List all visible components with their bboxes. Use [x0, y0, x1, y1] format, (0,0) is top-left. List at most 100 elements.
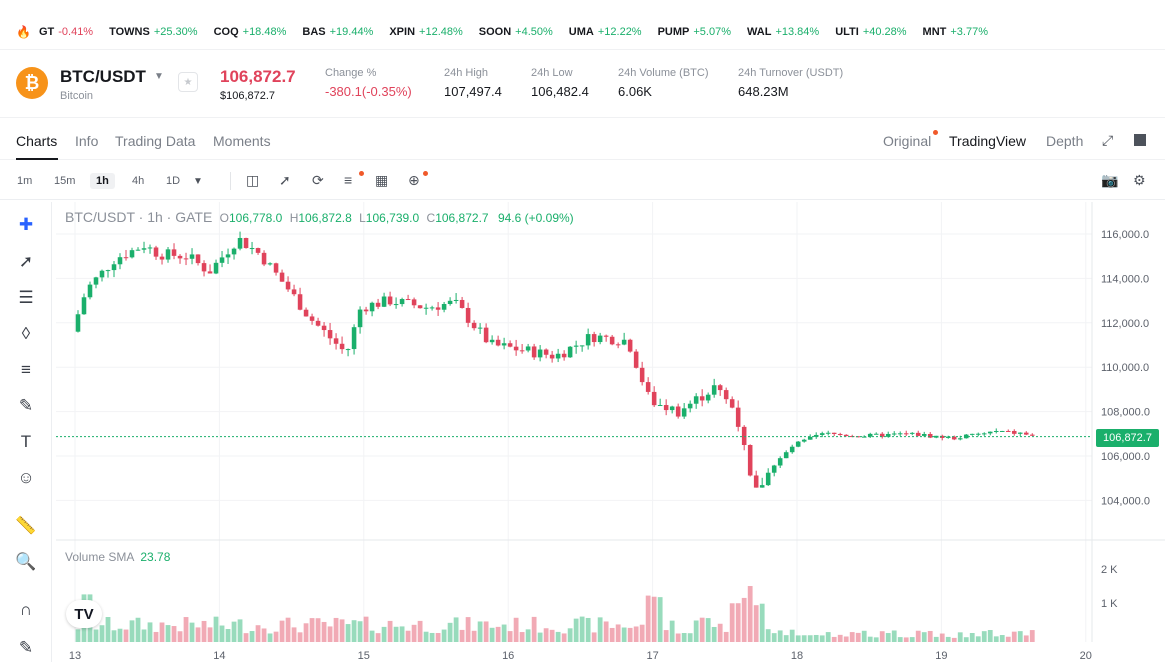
volume-bar: [921, 632, 927, 642]
volume-bar: [729, 603, 735, 642]
volume-bar: [147, 622, 153, 642]
price-chart[interactable]: 116,000.0 114,000.0 112,000.0 110,000.0 108,…: [0, 202, 1165, 662]
trend-line-icon[interactable]: ➚: [18, 252, 34, 271]
volume-bar: [495, 626, 501, 642]
volume-bar: [375, 633, 381, 642]
ticker-item[interactable]: PUMP +5.07%: [658, 26, 731, 38]
volume-bar: [585, 617, 591, 642]
brush-icon[interactable]: ✎: [18, 396, 34, 415]
timeframe-1h[interactable]: 1h: [90, 173, 115, 189]
ticker-change: +12.22%: [597, 25, 642, 38]
candle-body: [843, 434, 849, 437]
volume-bar: [339, 619, 345, 642]
volume-bar: [297, 632, 303, 642]
lock-drawing-icon[interactable]: ✎: [18, 638, 34, 657]
volume-bar: [999, 635, 1005, 642]
zoom-in-icon[interactable]: 🔍: [15, 552, 37, 571]
ticker-item[interactable]: UMA +12.22%: [569, 26, 642, 38]
volume-bar: [285, 617, 291, 642]
magnet-icon[interactable]: ∩: [19, 600, 33, 619]
ticker-item[interactable]: ULTI +40.28%: [835, 26, 906, 38]
favorite-star-icon[interactable]: ★: [178, 72, 198, 92]
candle-body: [141, 248, 147, 250]
candle-body: [759, 485, 765, 488]
volume-bar: [597, 617, 603, 642]
ticker-item[interactable]: WAL +13.84%: [747, 26, 819, 38]
tab-depth[interactable]: Depth: [1046, 133, 1084, 149]
volume-bar: [699, 617, 705, 642]
refresh-icon[interactable]: ⟳: [312, 172, 324, 188]
candle-body: [825, 432, 831, 434]
timeframe-15m[interactable]: 15m: [54, 175, 76, 187]
volume-bar: [867, 636, 873, 642]
ticker-item[interactable]: SOON +4.50%: [479, 26, 553, 38]
chevron-down-icon[interactable]: ▼: [193, 176, 203, 187]
volume-bar: [897, 637, 903, 642]
candle-body: [429, 307, 435, 309]
volume-bar: [189, 622, 195, 642]
alerts-list-icon[interactable]: ≡: [344, 172, 353, 188]
candle-body: [1005, 430, 1011, 432]
candle-body: [597, 335, 603, 343]
tab-charts[interactable]: Charts: [16, 133, 58, 149]
y-tick-label: 106,000.0: [1101, 451, 1150, 463]
volume-bar: [771, 633, 777, 642]
add-indicator-icon[interactable]: ⊕: [408, 172, 420, 188]
x-tick-label: 15: [358, 650, 370, 662]
chevron-down-icon[interactable]: ▼: [154, 71, 164, 82]
volume-bar: [327, 626, 333, 642]
ticker-item[interactable]: COQ +18.48%: [214, 26, 287, 38]
stat-label: 24h High: [444, 67, 489, 79]
volume-bar: [381, 626, 387, 642]
emoji-icon[interactable]: ☺: [17, 468, 35, 487]
timeframe-1m[interactable]: 1m: [17, 175, 33, 187]
ticker-item[interactable]: GT -0.41%: [39, 26, 93, 38]
ticker-item[interactable]: BAS +19.44%: [302, 26, 373, 38]
ticker-item[interactable]: TOWNS +25.30%: [109, 26, 197, 38]
volume-legend-name: Volume SMA: [65, 550, 135, 564]
horizontal-lines-icon[interactable]: ☰: [18, 288, 34, 307]
crosshair-icon[interactable]: ✚: [18, 215, 34, 234]
ticker-item[interactable]: XPIN +12.48%: [389, 26, 462, 38]
candle-body: [393, 304, 399, 306]
volume-bar: [213, 616, 219, 642]
volume-bar: [165, 625, 171, 642]
text-tool-icon[interactable]: T: [20, 432, 32, 451]
volume-bar: [933, 636, 939, 642]
y-tick-label: 104,000.0: [1101, 495, 1150, 507]
tradingview-logo[interactable]: TV: [66, 600, 102, 628]
volume-bar: [789, 629, 795, 642]
indicators-icon[interactable]: ➚: [279, 172, 291, 188]
volume-bar: [1011, 631, 1017, 642]
volume-bar: [393, 626, 399, 642]
layout-icon[interactable]: [1134, 134, 1146, 146]
settings-gear-icon[interactable]: ⚙: [1133, 172, 1146, 188]
tab-tradingview[interactable]: TradingView: [949, 133, 1027, 149]
volume-bar: [849, 632, 855, 642]
timeframe-1d[interactable]: 1D: [166, 175, 181, 187]
timeframe-4h[interactable]: 4h: [132, 175, 145, 187]
tab-info[interactable]: Info: [75, 133, 99, 149]
candle-body: [249, 248, 255, 250]
volume-bar: [255, 625, 261, 642]
fib-levels-icon[interactable]: ≡: [21, 360, 31, 379]
tab-original[interactable]: Original: [883, 133, 932, 149]
tab-moments[interactable]: Moments: [213, 133, 271, 149]
candle-body: [741, 426, 747, 446]
volume-bar: [417, 620, 423, 642]
ticker-item[interactable]: MNT +3.77%: [923, 26, 988, 38]
pattern-icon[interactable]: ◊: [21, 324, 31, 343]
volume-bar: [465, 617, 471, 642]
candle-body: [261, 252, 267, 265]
tab-trading-data[interactable]: Trading Data: [115, 133, 196, 149]
ruler-icon[interactable]: 📏: [15, 516, 37, 535]
volume-bar: [813, 634, 819, 642]
candlestick-type-icon[interactable]: ◫: [246, 172, 260, 188]
camera-icon[interactable]: 📷: [1101, 172, 1119, 188]
expand-icon[interactable]: ⤢: [1102, 132, 1114, 148]
candle-body: [663, 405, 669, 411]
candle-body: [765, 472, 771, 486]
volume-bar: [135, 617, 141, 642]
pair-selector[interactable]: BTC/USDT: [60, 67, 146, 86]
grid-layout-icon[interactable]: ▦: [375, 172, 389, 188]
